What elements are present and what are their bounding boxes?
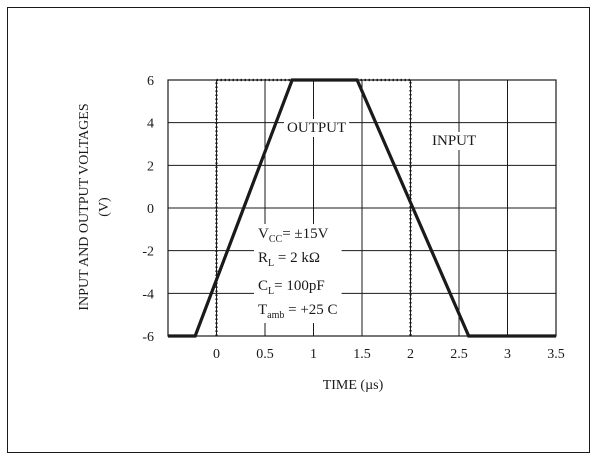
x-tick-label: 3.5	[547, 347, 565, 362]
y-tick-label: -2	[142, 245, 154, 260]
y-tick-label: 6	[147, 74, 154, 89]
x-tick-label: 1.5	[353, 347, 371, 362]
y-axis-label: INPUT AND OUTPUT VOLTAGES	[77, 103, 92, 310]
y-tick-label: 0	[147, 202, 154, 217]
series-label-input: INPUT	[432, 133, 476, 149]
x-axis-label: TIME (µs)	[323, 378, 384, 393]
annotation-tamb: Tamb = +25 C	[258, 302, 338, 321]
annotation-cl: CL= 100pF	[258, 278, 325, 297]
y-tick-label: 4	[147, 117, 154, 132]
y-axis-unit: (V)	[97, 197, 112, 217]
conditions-background	[254, 224, 342, 323]
annotation-vcc: VCC= ±15V	[258, 226, 329, 245]
x-tick-label: 0.5	[256, 347, 274, 362]
x-tick-label: 2	[407, 347, 414, 362]
plot-area-border	[167, 79, 557, 337]
x-tick-label: 0	[213, 347, 220, 362]
annotation-rl: RL = 2 kΩ	[258, 250, 320, 269]
grid	[168, 79, 557, 337]
tick-labels: 0 0.5 1 1.5 2 2.5 3 3.5 -6 -4 -2 0 2 4 6	[142, 74, 564, 362]
x-tick-label: 3	[504, 347, 511, 362]
input-label-background	[429, 132, 480, 150]
x-tick-label: 1	[310, 347, 317, 362]
output-label-background	[284, 119, 350, 137]
y-tick-label: -6	[142, 330, 154, 345]
y-tick-label: -4	[142, 287, 154, 302]
series-label-output: OUTPUT	[287, 120, 346, 136]
y-tick-label: 2	[147, 159, 154, 174]
x-tick-label: 2.5	[450, 347, 468, 362]
